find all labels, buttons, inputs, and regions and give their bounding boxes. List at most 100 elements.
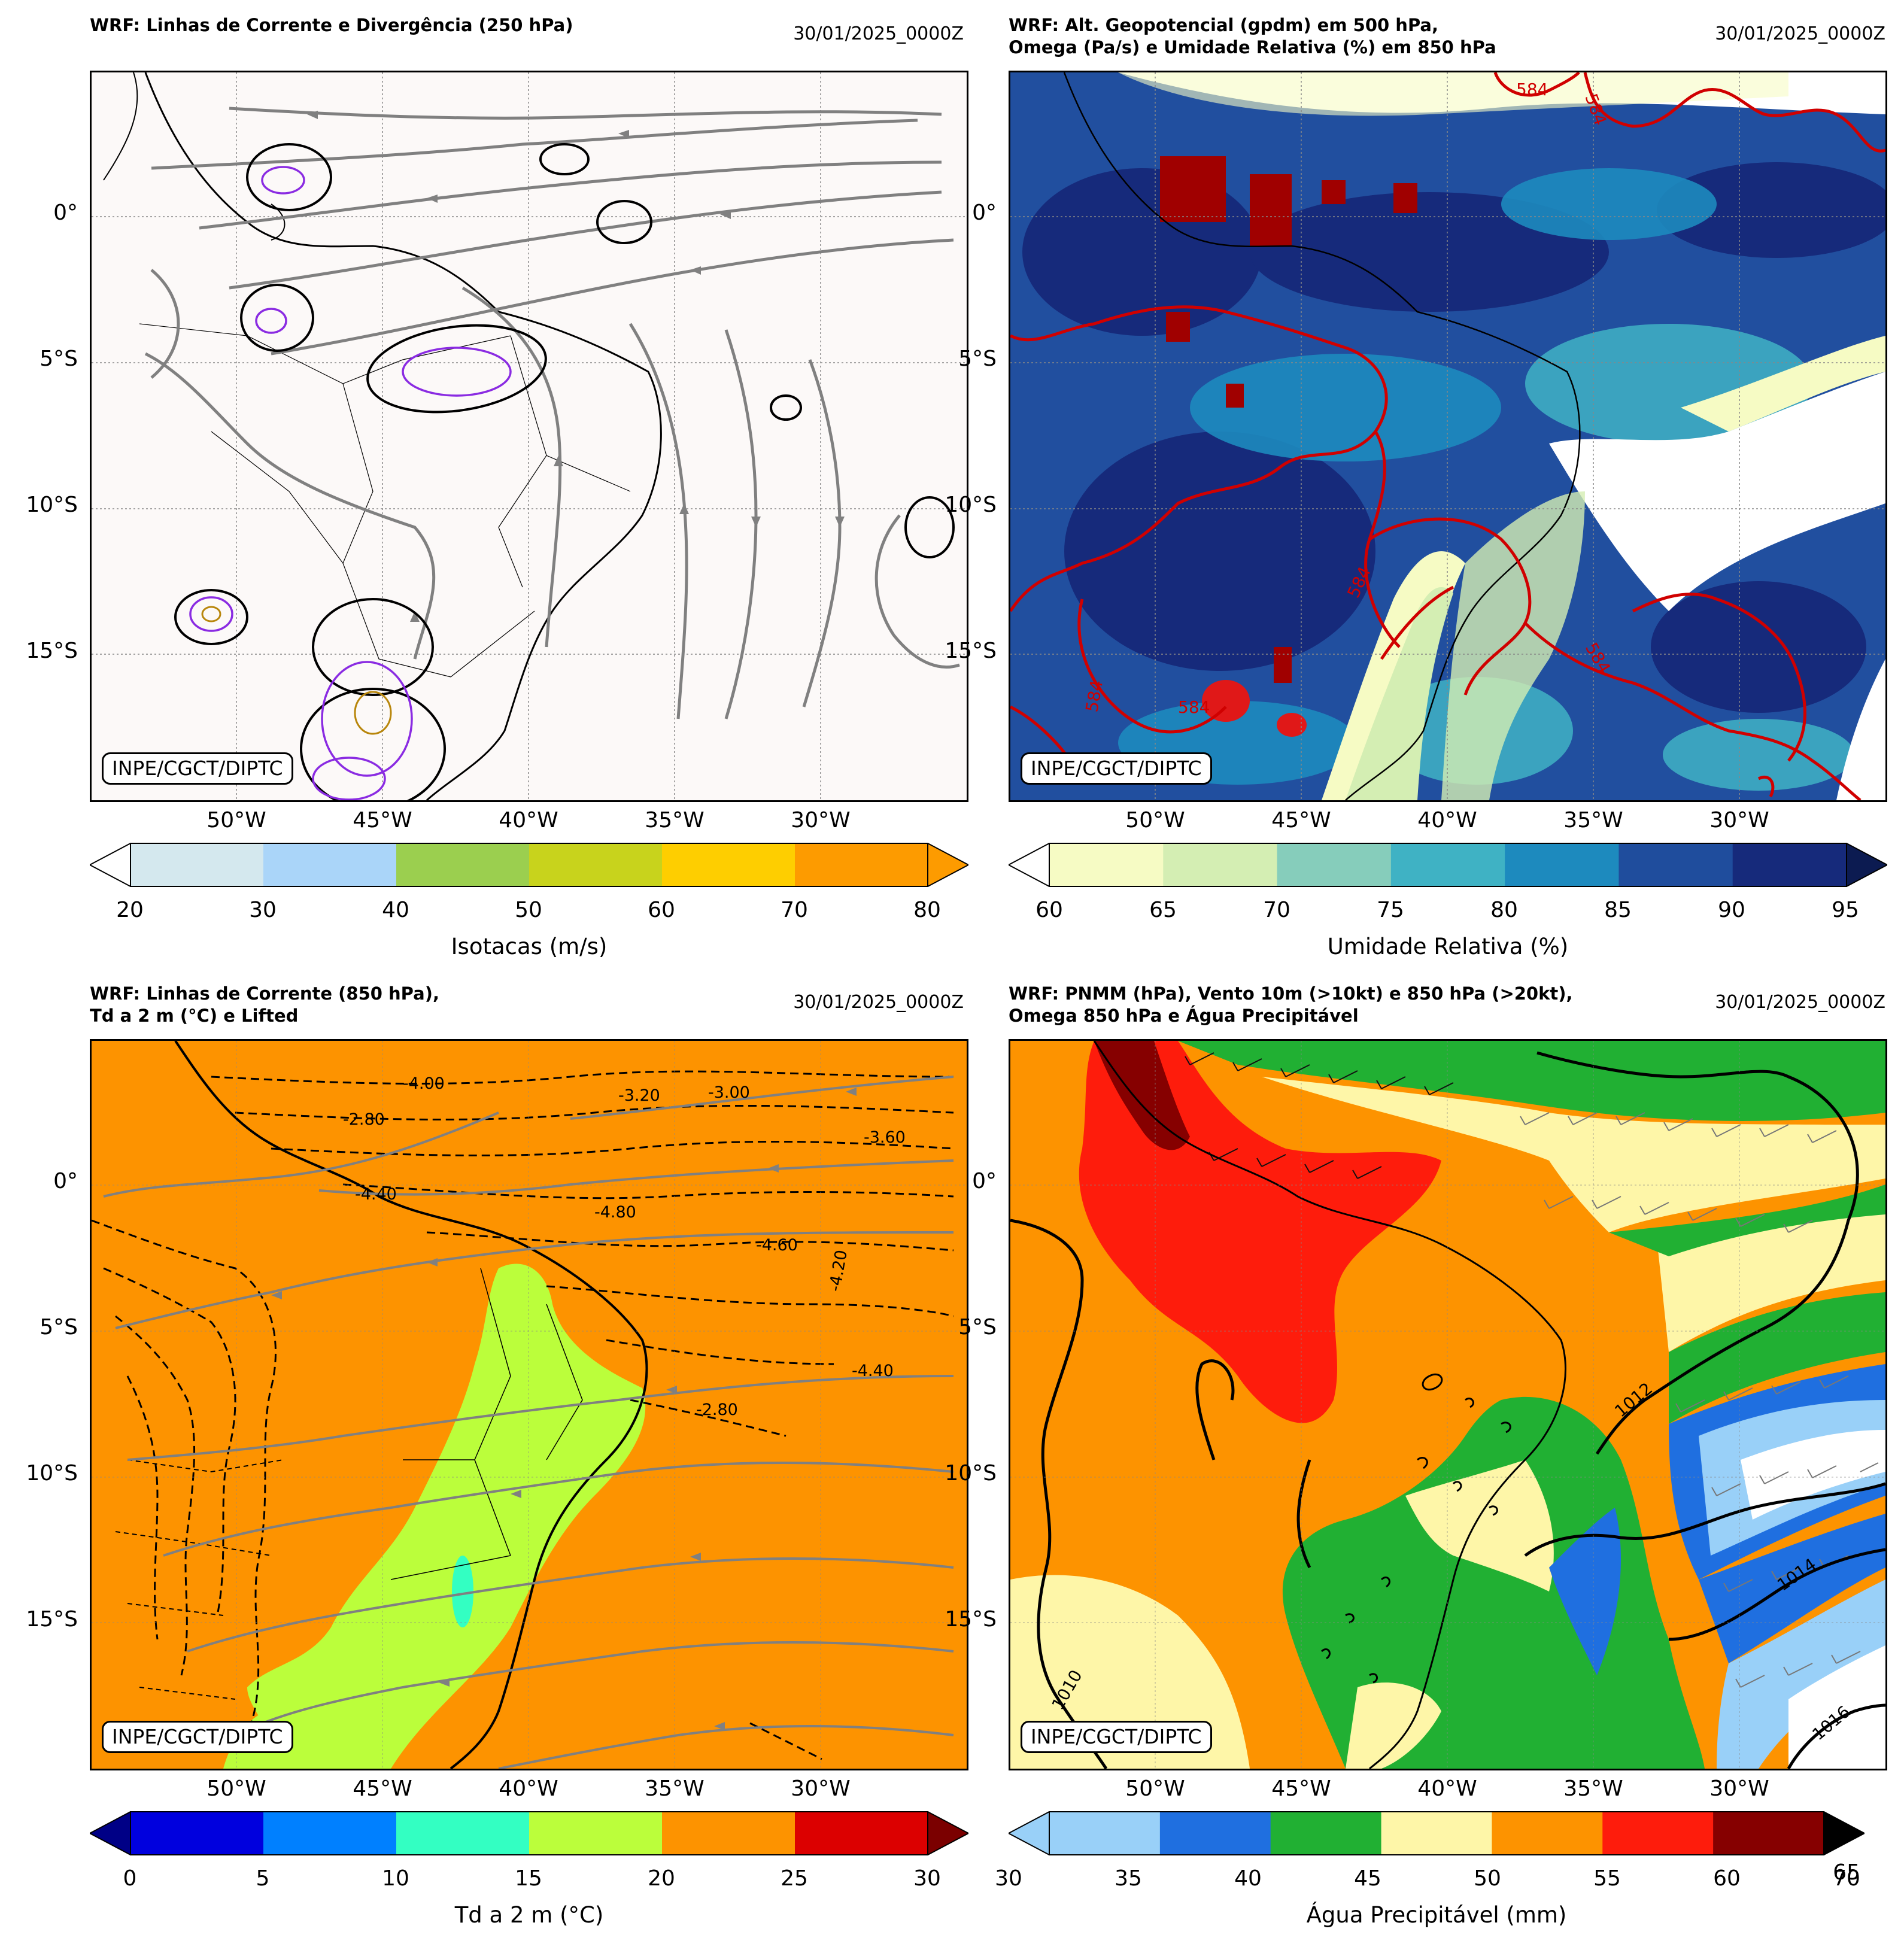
colorbar-label: Água Precipitável (mm) [1306, 1902, 1567, 1928]
colorbar-under-extend [1009, 1811, 1050, 1855]
colorbar-tick: 85 [1604, 898, 1632, 922]
colorbar-frame [1049, 1811, 1824, 1855]
colorbar-tick: 40 [382, 898, 409, 922]
lat-label: 5°S [958, 1315, 997, 1340]
colorbar-tick: 15 [515, 1866, 542, 1891]
lat-label: 10°S [945, 1461, 997, 1486]
colorbar-tick: 30 [913, 1866, 941, 1891]
panel-date: 30/01/2025_0000Z [793, 23, 964, 44]
colorbar-swatch [1049, 843, 1164, 886]
panel-title: WRF: Linhas de Corrente e Divergência (2… [90, 15, 573, 35]
colorbar [90, 843, 968, 887]
panel-title: WRF: Linhas de Corrente (850 hPa), Td a … [90, 983, 439, 1026]
colorbar-swatch [795, 1812, 928, 1855]
map-area: 584 584 584 584 584 584 [1009, 71, 1887, 802]
lat-label: 15°S [945, 1607, 997, 1632]
colorbar-tick: 0 [123, 1866, 137, 1891]
colorbar-tick: 80 [1490, 898, 1518, 922]
colorbar-swatch [1270, 1812, 1382, 1855]
colorbar-swatch [1159, 1812, 1271, 1855]
lat-label: 10°S [26, 1461, 78, 1486]
lon-label: 40°W [499, 808, 558, 833]
colorbar-under-extend [90, 843, 131, 887]
colorbar-over-extend [1823, 1811, 1864, 1855]
lon-label: 35°W [645, 1776, 704, 1801]
colorbar-tick: 60 [648, 898, 675, 922]
colorbar-label: Umidade Relativa (%) [1327, 934, 1569, 959]
colorbar-tick: 75 [1377, 898, 1404, 922]
colorbar-tick: 40 [1234, 1866, 1262, 1891]
colorbar-frame [1049, 843, 1847, 887]
colorbar-tick: 60 [1713, 1866, 1741, 1891]
colorbar-tick: 35 [1115, 1866, 1142, 1891]
contour-label: -2.80 [696, 1401, 738, 1419]
colorbar-tick: 90 [1718, 898, 1745, 922]
coastline [144, 72, 662, 800]
lon-label: 40°W [1417, 1776, 1477, 1801]
lon-label: 30°W [1709, 808, 1769, 833]
lon-label: 35°W [645, 808, 704, 833]
colorbar-frame [130, 843, 928, 887]
lat-label: 15°S [26, 1607, 78, 1632]
lon-label: 35°W [1563, 1776, 1623, 1801]
colorbar-swatch [396, 843, 530, 886]
colorbar-frame [130, 1811, 928, 1855]
colorbar [1009, 1811, 1864, 1855]
lat-label: 15°S [26, 639, 78, 663]
attribution-badge: INPE/CGCT/DIPTC [102, 752, 293, 785]
colorbar-label: Isotacas (m/s) [451, 934, 608, 959]
map-area: -4.00 -3.20 -3.60 -3.00 -2.80 -4.40 -4.8… [90, 1039, 968, 1770]
map-area [90, 71, 968, 802]
colorbar-swatch [263, 843, 397, 886]
colorbar-tick: 60 [1035, 898, 1063, 922]
contour-label: 584 [1516, 80, 1548, 99]
colorbar-swatch [396, 1812, 530, 1855]
colorbar-tick: 80 [913, 898, 941, 922]
colorbar-tick: 20 [116, 898, 144, 922]
colorbar [90, 1811, 968, 1855]
colorbar-under-extend [1009, 843, 1050, 887]
lon-label: 30°W [1709, 1776, 1769, 1801]
colorbar-swatch [1713, 1812, 1824, 1855]
colorbar-over-extend [927, 843, 968, 887]
colorbar-swatch [795, 843, 928, 886]
colorbar-tick: 50 [515, 898, 542, 922]
panel-title: WRF: Alt. Geopotencial (gpdm) em 500 hPa… [1009, 15, 1496, 57]
contour-label: -4.40 [355, 1185, 397, 1204]
lon-label: 45°W [353, 808, 412, 833]
colorbar-swatch [1049, 1812, 1161, 1855]
lat-label: 5°S [40, 347, 78, 371]
panel-date: 30/01/2025_0000Z [793, 992, 964, 1013]
contour-label: -3.60 [864, 1128, 906, 1147]
lat-label: 0° [53, 1169, 78, 1193]
colorbar-swatch [662, 1812, 795, 1855]
attribution-badge: INPE/CGCT/DIPTC [102, 1721, 293, 1753]
panel-date: 30/01/2025_0000Z [1715, 992, 1885, 1013]
colorbar-over-extend [1846, 843, 1887, 887]
lat-label: 5°S [958, 347, 997, 371]
colorbar-under-extend [90, 1811, 131, 1855]
lat-label: 0° [972, 1169, 997, 1193]
attribution-badge: INPE/CGCT/DIPTC [1021, 1721, 1212, 1753]
lon-label: 45°W [1271, 1776, 1331, 1801]
colorbar-tick: 30 [249, 898, 277, 922]
panel-date: 30/01/2025_0000Z [1715, 23, 1885, 44]
contour-label: -4.40 [852, 1362, 894, 1380]
map-area: 1012 1014 1016 1010 [1009, 1039, 1887, 1770]
colorbar-tick: 95 [1832, 898, 1859, 922]
colorbar-swatch [1505, 843, 1619, 886]
colorbar-tick: 65 [1833, 1860, 1860, 1885]
colorbar-swatch [1618, 843, 1733, 886]
contour-label: -2.80 [343, 1110, 385, 1129]
colorbar-tick: 65 [1149, 898, 1177, 922]
lat-label: 0° [53, 201, 78, 225]
lat-label: 0° [972, 201, 997, 225]
lat-label: 5°S [40, 1315, 78, 1340]
lon-label: 45°W [353, 1776, 412, 1801]
colorbar-swatch [529, 1812, 663, 1855]
colorbar-tick: 70 [1833, 1866, 1860, 1891]
colorbar-swatch [130, 1812, 264, 1855]
colorbar-swatch [1381, 1812, 1492, 1855]
colorbar [1009, 843, 1887, 887]
colorbar-label: Td a 2 m (°C) [454, 1902, 604, 1928]
